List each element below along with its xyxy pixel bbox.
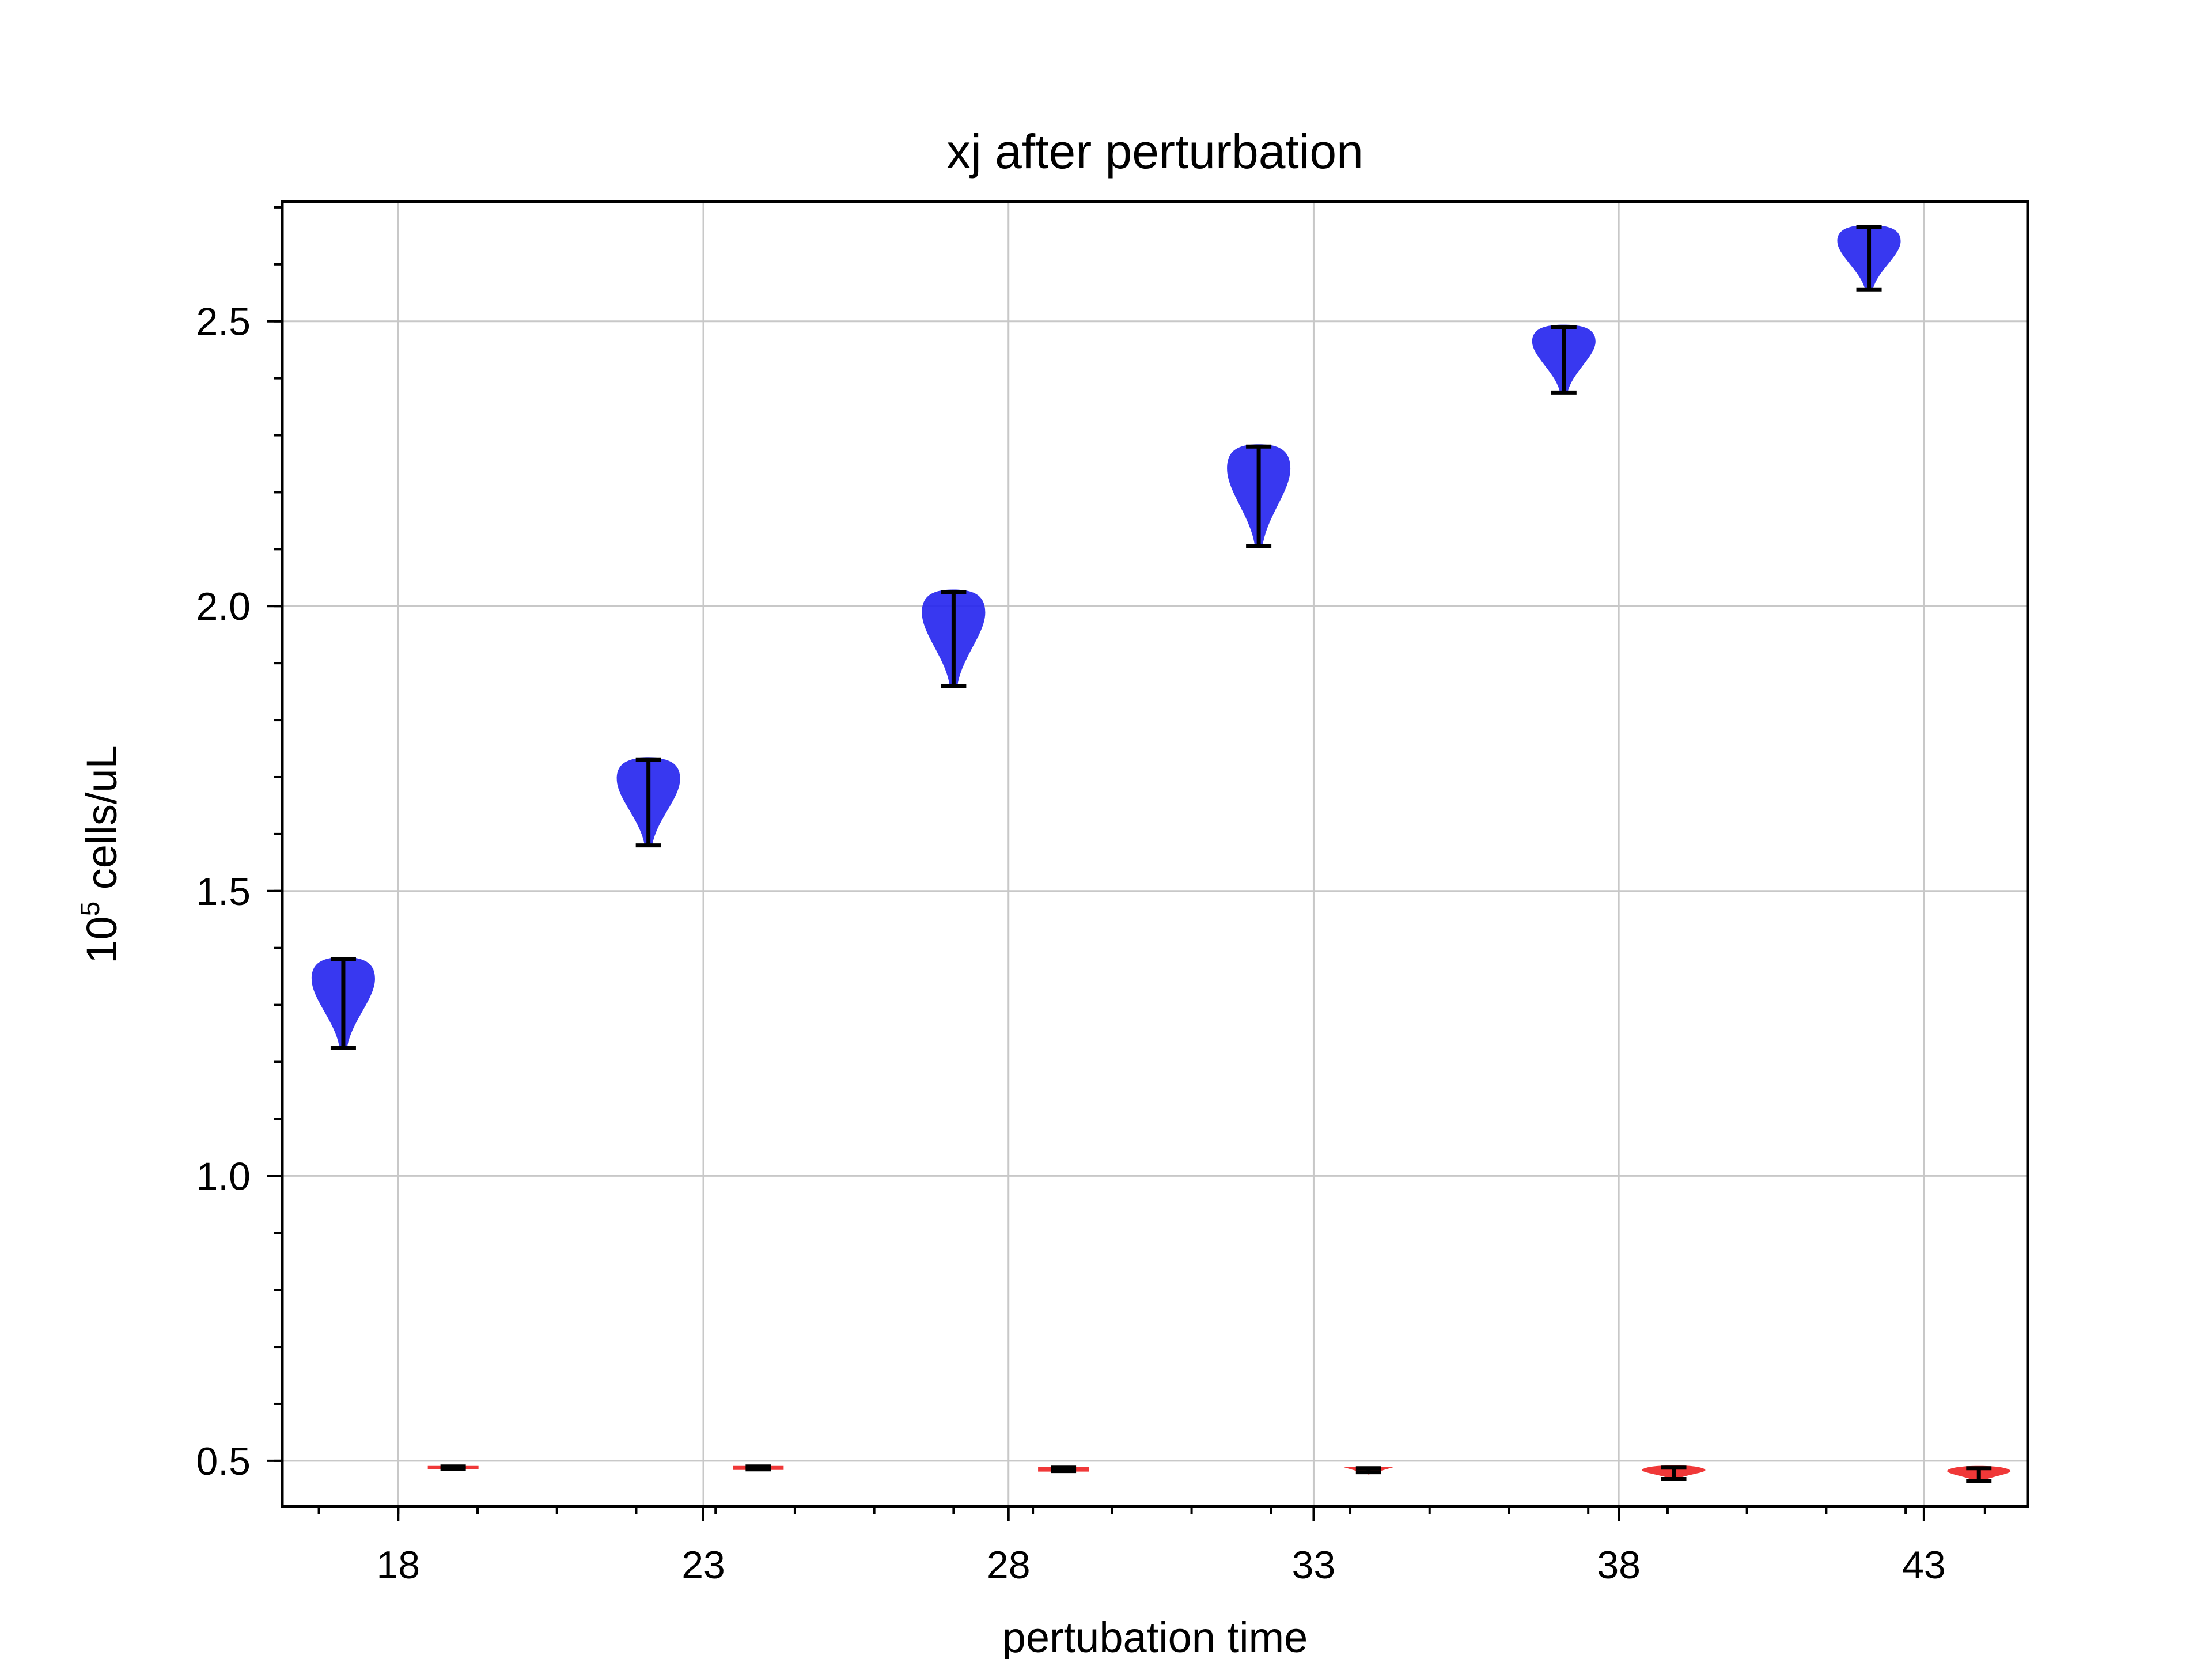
x-tick-label: 18 <box>376 1543 420 1587</box>
axis-ticks <box>267 206 1986 1521</box>
y-tick-label: 0.5 <box>196 1440 251 1483</box>
grid <box>282 202 2028 1506</box>
x-tick-label: 43 <box>1902 1543 1946 1587</box>
y-tick-label: 1.0 <box>196 1154 251 1198</box>
y-axis-label-unit: cells/uL <box>78 745 126 901</box>
y-tick-label: 1.5 <box>196 870 251 914</box>
chart-title: xj after perturbation <box>946 124 1363 179</box>
y-tick-label: 2.5 <box>196 300 251 344</box>
x-axis-label: pertubation time <box>1002 1613 1308 1659</box>
y-axis-label-base: 10 <box>78 916 126 963</box>
y-tick-label: 2.0 <box>196 585 251 628</box>
x-tick-label: 33 <box>1292 1543 1336 1587</box>
x-tick-label: 28 <box>987 1543 1031 1587</box>
violins <box>311 225 2011 1483</box>
y-axis-label-exponent: 5 <box>75 902 105 916</box>
y-axis-label: 105 cells/uL <box>75 745 126 963</box>
x-tick-label: 38 <box>1597 1543 1641 1587</box>
x-tick-label: 23 <box>681 1543 725 1587</box>
plot-frame <box>281 200 2029 1508</box>
